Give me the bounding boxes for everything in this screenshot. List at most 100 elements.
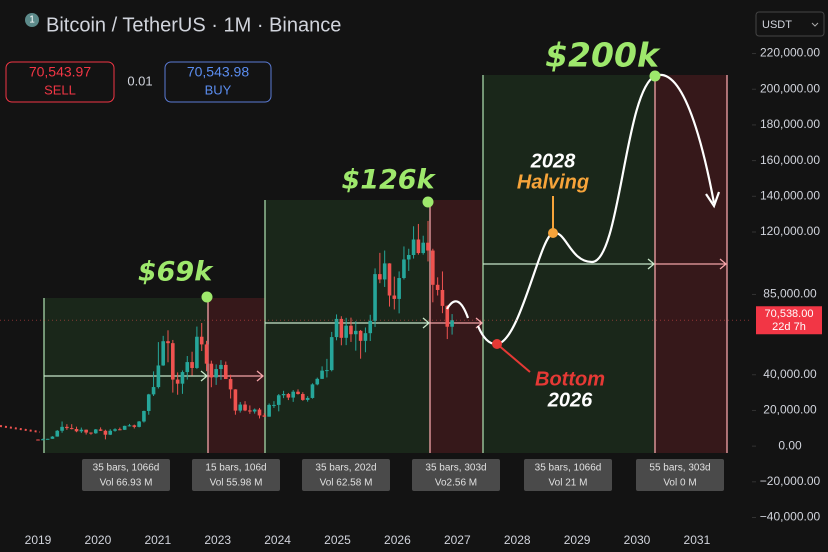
range-arrow bbox=[483, 258, 656, 270]
symbol-title: Bitcoin / TetherUS · 1M · Binance bbox=[46, 14, 341, 36]
candle-body bbox=[435, 284, 440, 290]
candle-body bbox=[190, 362, 194, 368]
sell-button[interactable] bbox=[5, 61, 115, 103]
sell-price: 70,543.97 bbox=[29, 64, 91, 80]
candle-body bbox=[238, 404, 243, 411]
spread: 0.01 bbox=[127, 73, 152, 88]
candle-body bbox=[243, 404, 247, 411]
candle-body bbox=[248, 410, 252, 412]
candle-body bbox=[445, 305, 450, 327]
price-tag bbox=[756, 306, 822, 335]
y-tick-label: 20,000.00 bbox=[763, 403, 817, 417]
price-tag-countdown: 22d 7h bbox=[772, 321, 806, 333]
y-tick-label: 160,000.00 bbox=[760, 153, 820, 167]
candle-body bbox=[406, 255, 411, 260]
candle-body bbox=[41, 439, 45, 441]
candle-body bbox=[334, 318, 339, 338]
range-vol: Vo2.56 M bbox=[435, 478, 477, 489]
candle-body bbox=[252, 409, 257, 412]
range-arrow bbox=[655, 258, 728, 270]
y-tick-label: −20,000.00 bbox=[760, 474, 821, 488]
candle-body bbox=[301, 394, 305, 400]
x-tick-label: 2030 bbox=[624, 533, 651, 547]
currency-select[interactable] bbox=[755, 11, 825, 37]
candle-body bbox=[320, 370, 324, 379]
candle-body bbox=[146, 394, 151, 411]
x-tick-label: 2023 bbox=[204, 533, 231, 547]
candle-body bbox=[151, 387, 156, 395]
history-line bbox=[0, 425, 41, 433]
range-box bbox=[524, 459, 612, 491]
candle-body bbox=[368, 320, 373, 334]
buy-price: 70,543.98 bbox=[187, 64, 249, 80]
sell-label: SELL bbox=[44, 82, 76, 97]
candle-body bbox=[65, 426, 69, 429]
candle-body bbox=[329, 337, 334, 371]
y-tick-label: 0.00 bbox=[778, 438, 802, 452]
y-tick-label: 140,000.00 bbox=[760, 188, 820, 202]
candle-body bbox=[378, 274, 382, 280]
candle-body bbox=[276, 395, 281, 405]
candle-body bbox=[55, 430, 60, 437]
candle-body bbox=[358, 330, 363, 341]
peak-label: $126k bbox=[341, 165, 436, 196]
projection-arrowhead bbox=[705, 191, 721, 209]
x-tick-label: 2019 bbox=[25, 533, 52, 547]
zones bbox=[43, 75, 728, 453]
projection-curve bbox=[446, 300, 470, 319]
candle-body bbox=[171, 343, 175, 380]
x-tick-label: 2021 bbox=[144, 533, 171, 547]
peak-dot bbox=[201, 291, 213, 303]
candle-body bbox=[363, 333, 368, 341]
x-tick-label: 2024 bbox=[264, 533, 291, 547]
zone-borders bbox=[43, 75, 728, 453]
halving-year: 2028 bbox=[530, 150, 576, 172]
zone bbox=[430, 200, 483, 453]
y-tick-label: 220,000.00 bbox=[760, 46, 820, 60]
peak-label: $200k bbox=[545, 36, 661, 75]
candle-body bbox=[281, 394, 286, 396]
candle-body bbox=[50, 436, 55, 439]
x-tick-label: 2028 bbox=[504, 533, 531, 547]
candle-body bbox=[349, 325, 353, 335]
candle-body bbox=[156, 365, 161, 388]
candle-body bbox=[209, 363, 214, 378]
candle-body bbox=[262, 415, 267, 417]
x-tick-label: 2025 bbox=[324, 533, 351, 547]
range-bars: 15 bars, 106d bbox=[205, 463, 266, 474]
currency: USDT bbox=[762, 19, 792, 31]
candle-body bbox=[315, 378, 320, 385]
candle-body bbox=[387, 263, 392, 296]
candle-body bbox=[69, 428, 74, 430]
range-bars: 35 bars, 1066d bbox=[535, 463, 602, 474]
buy-button[interactable] bbox=[164, 61, 272, 103]
candle-body bbox=[45, 438, 50, 440]
x-tick-label: 2031 bbox=[684, 533, 711, 547]
candle-body bbox=[214, 369, 218, 378]
candle-body bbox=[180, 372, 185, 384]
candle-body bbox=[36, 439, 40, 441]
candle-body bbox=[161, 341, 165, 366]
candle-body bbox=[142, 410, 146, 422]
range-bars: 35 bars, 303d bbox=[425, 463, 486, 474]
candle-body bbox=[89, 432, 93, 434]
candle-body bbox=[98, 429, 103, 431]
candle-body bbox=[411, 239, 416, 256]
candle-body bbox=[305, 397, 310, 400]
y-tick-label: 85,000.00 bbox=[763, 287, 817, 301]
halving-label: Halving bbox=[517, 171, 589, 193]
x-tick-label: 2027 bbox=[444, 533, 471, 547]
y-tick-label: 40,000.00 bbox=[763, 367, 817, 381]
candle-body bbox=[286, 394, 291, 398]
range-boxes: 35 bars, 1066d Vol 66.93 M 15 bars, 106d Vo… bbox=[82, 459, 724, 491]
x-tick-label: 2029 bbox=[564, 533, 591, 547]
candle-body bbox=[382, 263, 387, 280]
candle-body bbox=[132, 425, 137, 427]
candle-body bbox=[204, 344, 209, 364]
peak-label: $69k bbox=[138, 257, 214, 288]
range-vol: Vol 62.58 M bbox=[320, 478, 373, 489]
bottom-label: Bottom bbox=[535, 368, 605, 390]
candle-body bbox=[344, 325, 348, 338]
range-box bbox=[412, 459, 500, 491]
